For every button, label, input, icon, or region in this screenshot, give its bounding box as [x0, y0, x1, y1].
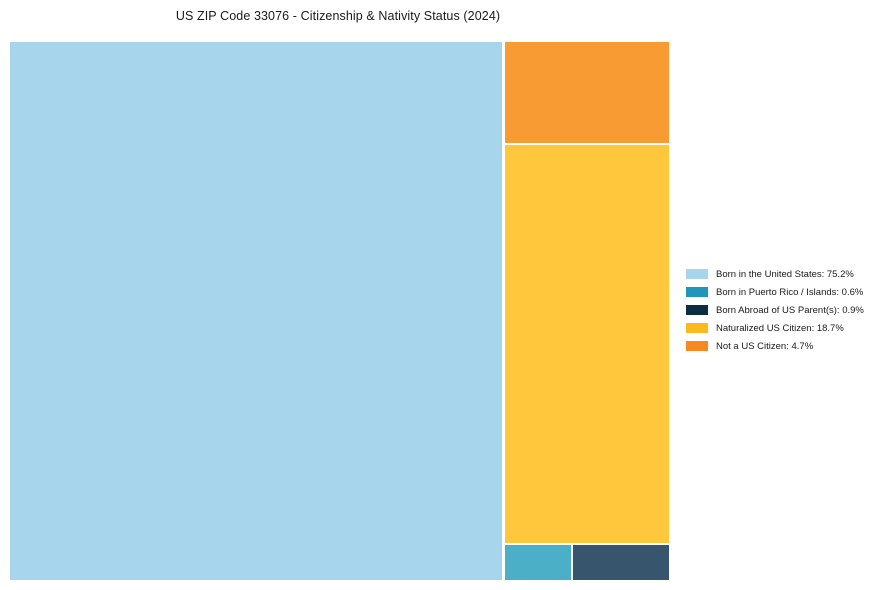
legend-item-label: Born in the United States: 75.2%: [716, 268, 854, 280]
legend-swatch-icon: [686, 341, 708, 351]
legend-swatch-icon: [686, 305, 708, 315]
chart-legend: Born in the United States: 75.2% Born in…: [686, 265, 882, 355]
legend-item-label: Naturalized US Citizen: 18.7%: [716, 322, 844, 334]
legend-item[interactable]: Naturalized US Citizen: 18.7%: [686, 319, 882, 337]
legend-swatch-icon: [686, 287, 708, 297]
legend-swatch-icon: [686, 269, 708, 279]
legend-item[interactable]: Born Abroad of US Parent(s): 0.9%: [686, 301, 882, 319]
legend-item[interactable]: Born in the United States: 75.2%: [686, 265, 882, 283]
legend-item-label: Not a US Citizen: 4.7%: [716, 340, 814, 352]
treemap-tile-born-abroad-of-us-parents[interactable]: [573, 545, 669, 580]
legend-item-label: Born Abroad of US Parent(s): 0.9%: [716, 304, 864, 316]
legend-item[interactable]: Born in Puerto Rico / Islands: 0.6%: [686, 283, 882, 301]
treemap-tile-naturalized-us-citizen[interactable]: [505, 145, 669, 543]
chart-title: US ZIP Code 33076 - Citizenship & Nativi…: [175, 9, 501, 23]
treemap-tile-born-in-puerto-rico-islands[interactable]: [505, 545, 571, 580]
treemap-tile-born-in-the-united-states[interactable]: [10, 42, 502, 580]
treemap-tile-not-a-us-citizen[interactable]: [505, 42, 669, 143]
treemap-plot-area: [10, 42, 669, 580]
legend-swatch-icon: [686, 323, 708, 333]
legend-item-label: Born in Puerto Rico / Islands: 0.6%: [716, 286, 864, 298]
legend-item[interactable]: Not a US Citizen: 4.7%: [686, 337, 882, 355]
